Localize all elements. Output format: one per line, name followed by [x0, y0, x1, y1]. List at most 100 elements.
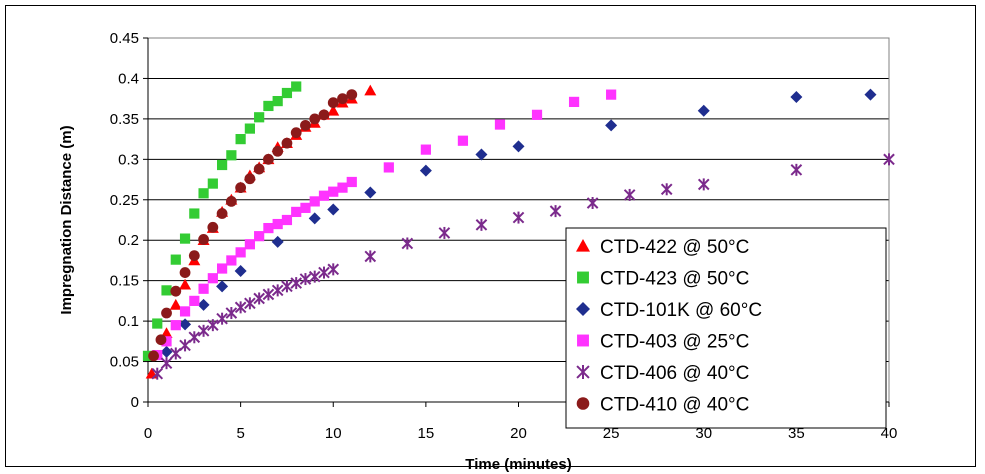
data-point	[291, 81, 302, 92]
series-2	[160, 88, 877, 358]
data-point	[217, 159, 228, 171]
y-tick-label: 0.15	[110, 273, 139, 290]
data-point	[475, 218, 488, 231]
data-point	[263, 100, 274, 112]
data-point	[494, 119, 506, 130]
data-point	[272, 145, 284, 157]
legend-marker	[576, 365, 590, 379]
data-point	[142, 350, 154, 361]
x-tick-label: 25	[603, 425, 620, 442]
data-point	[198, 188, 209, 199]
data-point	[606, 89, 617, 100]
data-point	[660, 183, 673, 196]
x-tick-label: 20	[510, 425, 527, 442]
data-point	[309, 196, 320, 207]
data-point	[216, 280, 229, 293]
data-point	[160, 345, 173, 358]
data-point	[309, 113, 321, 125]
data-point	[308, 270, 321, 283]
data-point	[155, 334, 167, 346]
data-point	[216, 208, 228, 219]
data-point	[327, 97, 339, 109]
data-point	[160, 357, 173, 370]
data-point	[170, 285, 182, 297]
data-point	[328, 186, 339, 197]
data-point	[207, 319, 219, 332]
data-point	[697, 104, 710, 117]
legend-label: CTD-403 @ 25°C	[600, 332, 749, 353]
data-point	[281, 137, 293, 149]
data-point	[327, 263, 340, 276]
data-point	[151, 367, 164, 380]
data-point	[169, 347, 182, 360]
data-point	[170, 254, 181, 265]
data-point	[152, 318, 163, 329]
data-point	[226, 150, 237, 161]
y-tick-label: 0.1	[118, 313, 139, 330]
data-point	[234, 301, 247, 314]
data-point	[179, 339, 191, 352]
legend-label: CTD-422 @ 50°C	[600, 237, 749, 258]
y-tick-label: 0.35	[110, 111, 139, 128]
series-4	[151, 153, 895, 380]
data-point	[290, 127, 302, 139]
x-tick-label: 5	[236, 425, 244, 442]
x-axis-title: Time (minutes)	[465, 456, 571, 473]
data-point	[189, 208, 200, 219]
data-point	[235, 182, 247, 194]
series-3	[152, 89, 617, 361]
data-point	[364, 84, 377, 96]
data-point	[207, 273, 218, 284]
y-tick-label: 0.05	[110, 354, 139, 371]
data-point	[438, 226, 451, 239]
legend-box	[565, 227, 887, 429]
data-point	[420, 144, 431, 155]
y-axis-ticks: 0 0.05 0.1 0.15 0.2 0.25 0.3 0.35 0.4 0.45	[110, 30, 148, 411]
y-tick-label: 0.25	[110, 192, 139, 209]
data-point	[254, 112, 265, 123]
data-point	[188, 250, 200, 261]
x-tick-label: 35	[788, 425, 805, 442]
data-point	[364, 250, 377, 263]
data-point	[148, 350, 159, 362]
data-point	[290, 277, 303, 290]
data-point	[512, 140, 525, 153]
data-point	[790, 91, 803, 104]
data-point	[161, 307, 172, 319]
data-point	[179, 278, 192, 290]
y-tick-label: 0.3	[118, 151, 139, 168]
y-tick-label: 0.4	[118, 70, 139, 87]
data-point	[244, 173, 256, 185]
data-point	[457, 135, 469, 146]
data-point	[235, 247, 246, 258]
data-point	[188, 331, 201, 344]
data-point	[346, 89, 358, 101]
data-point	[207, 178, 218, 189]
x-tick-label: 10	[325, 425, 342, 442]
legend: CTD-422 @ 50°C CTD-423 @ 50°C CTD-101K @ 6…	[565, 227, 887, 429]
y-tick-label: 0	[131, 394, 139, 411]
data-point	[189, 295, 200, 306]
data-point	[216, 312, 228, 325]
y-tick-label: 0.2	[118, 232, 139, 249]
x-tick-label: 0	[144, 425, 152, 442]
legend-label: CTD-406 @ 40°C	[600, 363, 749, 384]
legend-marker	[577, 271, 589, 284]
data-point	[308, 212, 321, 225]
data-point	[401, 237, 414, 250]
data-point	[253, 163, 265, 175]
data-point	[300, 202, 311, 213]
data-point	[271, 284, 284, 297]
data-point	[512, 211, 525, 224]
data-point	[244, 239, 255, 250]
data-point	[337, 93, 348, 105]
data-point	[281, 87, 293, 99]
legend-label: CTD-101K @ 60°C	[600, 300, 762, 321]
data-point	[161, 336, 172, 347]
legend-marker	[576, 302, 590, 316]
data-point	[697, 178, 710, 191]
data-point	[179, 306, 191, 317]
data-point	[272, 95, 283, 107]
data-point	[790, 163, 803, 176]
